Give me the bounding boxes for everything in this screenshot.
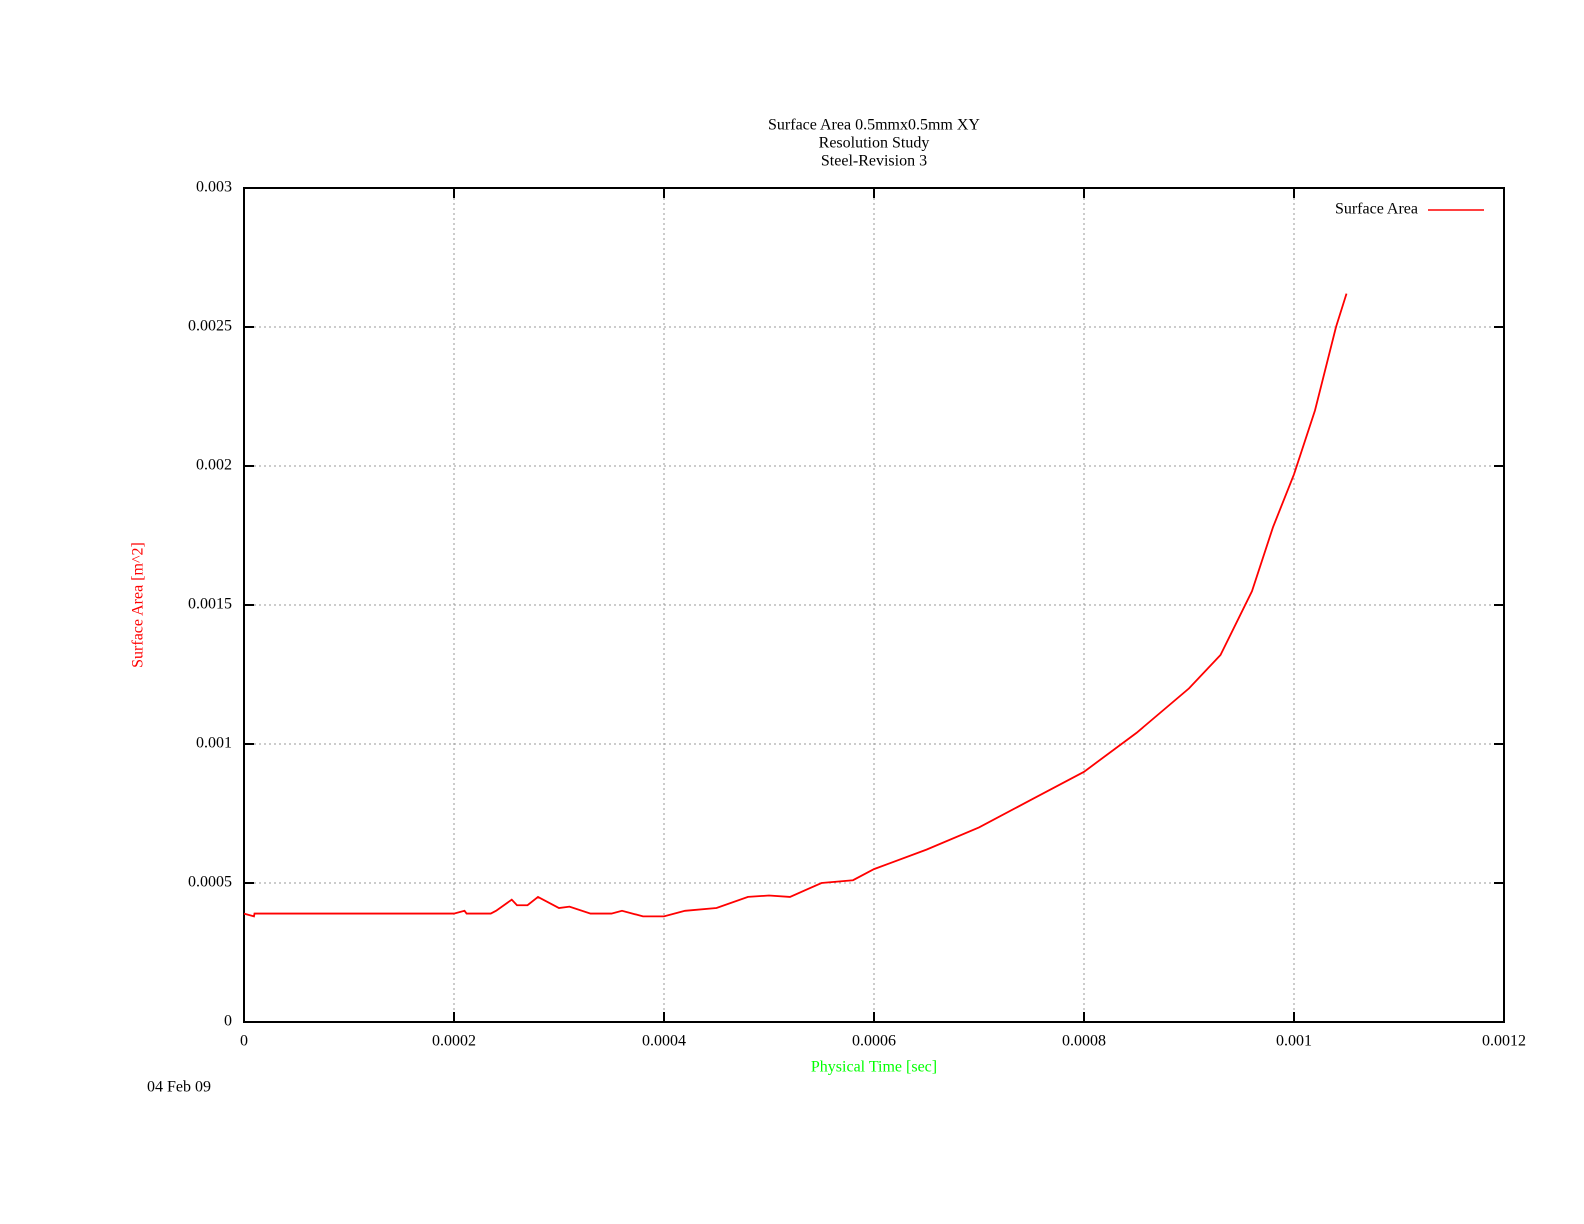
y-tick-label: 0.0025 bbox=[188, 318, 232, 335]
chart-title: Resolution Study bbox=[819, 135, 930, 152]
x-tick-label: 0.0006 bbox=[852, 1033, 896, 1050]
x-tick-label: 0.001 bbox=[1276, 1033, 1312, 1050]
data-line bbox=[243, 293, 1348, 918]
date-stamp: 04 Feb 09 bbox=[147, 1079, 211, 1096]
y-tick-label: 0.003 bbox=[196, 179, 232, 196]
legend-label: Surface Area bbox=[1335, 201, 1418, 218]
x-tick-label: 0.0004 bbox=[642, 1033, 686, 1050]
plot-frame bbox=[243, 187, 1505, 1023]
y-tick-label: 0.0005 bbox=[188, 874, 232, 891]
x-axis-label: Physical Time [sec] bbox=[811, 1059, 937, 1076]
y-axis-label: Surface Area [m^2] bbox=[130, 542, 147, 668]
chart-title: Surface Area 0.5mmx0.5mm XY bbox=[768, 117, 980, 134]
y-tick-label: 0.0015 bbox=[188, 596, 232, 613]
chart-title: Steel-Revision 3 bbox=[821, 153, 927, 170]
x-tick-label: 0.0002 bbox=[432, 1033, 476, 1050]
y-tick-label: 0.001 bbox=[196, 735, 232, 752]
x-tick-label: 0.0008 bbox=[1062, 1033, 1106, 1050]
y-tick-label: 0 bbox=[224, 1013, 232, 1030]
y-tick-label: 0.002 bbox=[196, 457, 232, 474]
x-tick-label: 0 bbox=[240, 1033, 248, 1050]
x-tick-label: 0.0012 bbox=[1482, 1033, 1526, 1050]
